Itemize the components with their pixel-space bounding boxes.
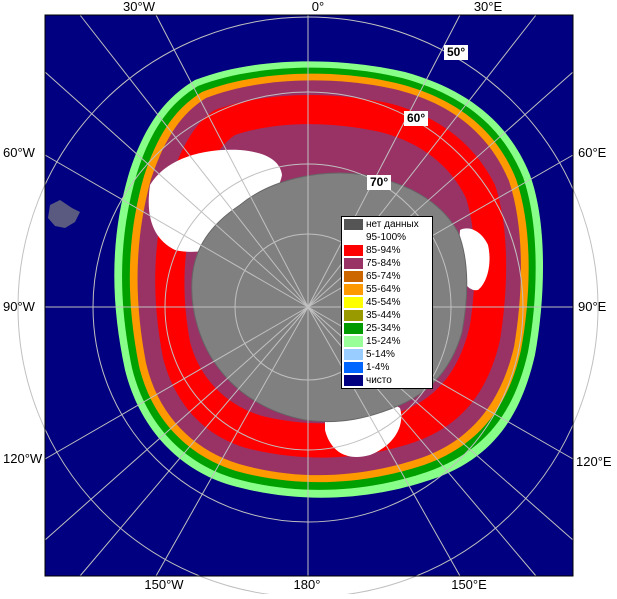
legend-label: 5-14% (366, 348, 395, 360)
legend-swatch (344, 375, 363, 386)
lon-label-top-2: 0° (311, 0, 325, 14)
lat-label-60: 60° (404, 111, 429, 126)
legend-swatch (344, 258, 363, 269)
lon-label-right-1: 60°E (578, 145, 607, 160)
legend-label: 65-74% (366, 270, 401, 282)
lon-label-bottom-1: 150°W (144, 577, 184, 592)
legend-label: 25-34% (366, 322, 401, 334)
lon-label-right-2: 90°E (578, 299, 607, 314)
legend-swatch (344, 284, 363, 295)
legend-swatch (344, 336, 363, 347)
lon-label-left-1: 60°W (3, 145, 35, 160)
legend-label: 55-64% (366, 283, 401, 295)
legend-item: 95-100% (344, 231, 432, 244)
legend-item: 1-4% (344, 361, 432, 374)
lon-label-top-3: 30°E (473, 0, 503, 14)
legend-label: чисто (366, 374, 392, 386)
lon-label-left-2: 90°W (3, 299, 35, 314)
legend-swatch (344, 362, 363, 373)
legend-item: 45-54% (344, 296, 432, 309)
legend-swatch (344, 297, 363, 308)
lon-label-left-3: 120°W (3, 451, 43, 466)
south-america-land (48, 200, 80, 228)
legend-swatch (344, 232, 363, 243)
lon-label-bottom-2: 180° (293, 577, 321, 592)
legend-item: 65-74% (344, 270, 432, 283)
legend-item: 85-94% (344, 244, 432, 257)
legend-swatch (344, 271, 363, 282)
graticule (17, 14, 599, 598)
legend-label: 15-24% (366, 335, 401, 347)
legend-swatch (344, 219, 363, 230)
legend-swatch (344, 323, 363, 334)
ice-white-weddell (148, 149, 282, 252)
legend-item: 75-84% (344, 257, 432, 270)
lat-label-50: 50° (444, 45, 469, 60)
legend-label: 35-44% (366, 309, 401, 321)
map-frame-border (44, 14, 574, 577)
legend-item: 55-64% (344, 283, 432, 296)
legend-label: нет данных (366, 218, 419, 230)
legend-swatch (344, 245, 363, 256)
legend-label: 45-54% (366, 296, 401, 308)
lat-label-70: 70° (367, 175, 392, 190)
legend-label: 1-4% (366, 361, 390, 373)
legend-item: 35-44% (344, 309, 432, 322)
legend-label: 95-100% (366, 231, 407, 243)
legend-label: 85-94% (366, 244, 401, 256)
legend-swatch (344, 310, 363, 321)
legend-label: 75-84% (366, 257, 401, 269)
legend-item: нет данных (344, 218, 432, 231)
lon-label-top-1: 30°W (123, 0, 155, 14)
legend-item: 15-24% (344, 335, 432, 348)
lon-label-bottom-3: 150°E (451, 577, 487, 592)
legend: нет данных 95-100% 85-94% 75-84% 65-74% 55-64… (341, 216, 433, 389)
legend-swatch (344, 349, 363, 360)
lon-label-right-3: 120°E (576, 454, 612, 469)
legend-item: чисто (344, 374, 432, 387)
legend-item: 5-14% (344, 348, 432, 361)
legend-item: 25-34% (344, 322, 432, 335)
